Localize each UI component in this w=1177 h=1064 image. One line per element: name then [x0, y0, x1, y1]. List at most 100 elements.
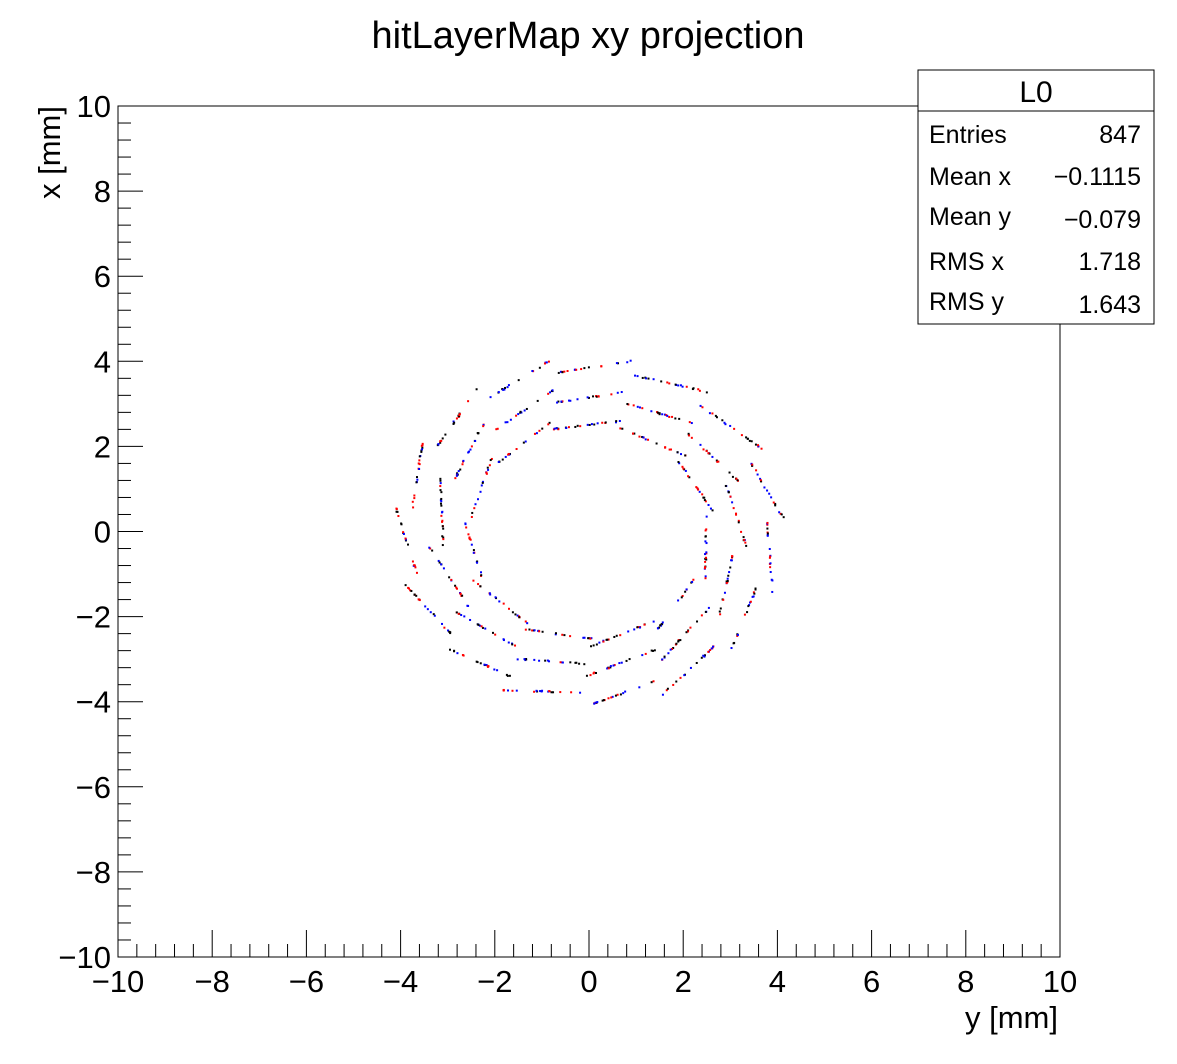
data-point: [525, 407, 528, 410]
data-point: [679, 384, 682, 387]
data-point: [701, 493, 704, 496]
data-point: [752, 591, 755, 594]
data-point: [774, 502, 777, 505]
data-point: [537, 629, 540, 632]
data-point: [722, 598, 725, 601]
data-point: [748, 604, 751, 607]
data-point: [515, 414, 518, 417]
data-point: [472, 551, 475, 554]
data-point: [616, 693, 619, 696]
data-point: [470, 543, 473, 546]
data-point: [749, 600, 752, 603]
data-point: [470, 515, 473, 518]
data-point: [685, 588, 688, 591]
data-point: [615, 362, 618, 365]
data-point: [541, 630, 544, 633]
data-point: [612, 664, 615, 667]
data-point: [628, 658, 631, 661]
data-point: [690, 436, 693, 439]
data-point: [502, 689, 505, 692]
data-point: [583, 636, 586, 639]
data-point: [681, 594, 684, 597]
data-point: [684, 590, 687, 593]
data-point: [705, 552, 708, 555]
data-point: [680, 596, 683, 599]
data-point: [424, 605, 427, 608]
data-point: [685, 631, 688, 634]
data-point: [711, 412, 714, 415]
data-point: [483, 663, 486, 666]
data-point: [531, 369, 534, 372]
data-point: [757, 445, 760, 448]
data-point: [397, 515, 400, 518]
data-point: [576, 398, 579, 401]
data-point: [569, 661, 572, 664]
data-point: [626, 403, 629, 406]
data-point: [477, 623, 480, 626]
data-point: [747, 605, 750, 608]
data-point: [490, 457, 493, 460]
stats-value-rms-x: 1.718: [1078, 248, 1141, 276]
data-point: [607, 697, 610, 700]
data-point: [735, 477, 738, 480]
data-point: [652, 378, 655, 381]
data-point: [486, 466, 489, 469]
stats-label-entries: Entries: [929, 121, 1007, 149]
data-point: [661, 693, 664, 696]
data-point: [592, 672, 595, 675]
data-point: [538, 659, 541, 662]
data-point: [511, 643, 514, 646]
data-point: [704, 560, 707, 563]
data-point: [759, 477, 762, 480]
data-point: [606, 667, 609, 670]
data-point: [457, 612, 460, 615]
data-point: [703, 654, 706, 657]
data-point: [480, 484, 483, 487]
data-point: [700, 614, 703, 617]
data-point: [400, 522, 403, 525]
data-point: [471, 511, 474, 514]
data-point: [440, 504, 443, 507]
data-point: [538, 630, 541, 633]
data-point: [476, 560, 479, 563]
data-point: [433, 614, 436, 617]
data-point: [742, 536, 745, 539]
data-point: [724, 423, 727, 426]
data-point: [771, 590, 774, 593]
data-point: [684, 454, 687, 457]
data-point: [782, 516, 785, 519]
data-point: [522, 441, 525, 444]
data-point: [757, 444, 760, 447]
data-point: [715, 459, 718, 462]
data-point: [661, 658, 664, 661]
data-point: [614, 694, 617, 697]
data-point: [711, 509, 714, 512]
data-point: [441, 544, 444, 547]
data-point: [554, 633, 557, 636]
data-point: [548, 660, 551, 663]
data-point: [641, 376, 644, 379]
data-point: [413, 593, 416, 596]
data-point: [480, 625, 483, 628]
data-point: [751, 595, 754, 598]
data-point: [415, 571, 418, 574]
data-point: [442, 567, 445, 570]
data-point: [755, 469, 758, 472]
data-point: [442, 536, 445, 539]
data-point: [485, 471, 488, 474]
data-point: [456, 652, 459, 655]
data-point: [453, 650, 456, 653]
data-point: [439, 440, 442, 443]
data-point: [590, 645, 593, 648]
data-point: [496, 669, 499, 672]
data-point: [409, 589, 412, 592]
data-point: [488, 592, 491, 595]
data-point: [723, 421, 726, 424]
data-point: [555, 427, 558, 430]
data-point: [566, 369, 569, 372]
y-tick-label: −8: [76, 855, 111, 890]
data-point: [559, 370, 562, 373]
data-point: [632, 404, 635, 407]
data-point: [766, 523, 769, 526]
y-axis-title: x [mm]: [32, 106, 67, 199]
